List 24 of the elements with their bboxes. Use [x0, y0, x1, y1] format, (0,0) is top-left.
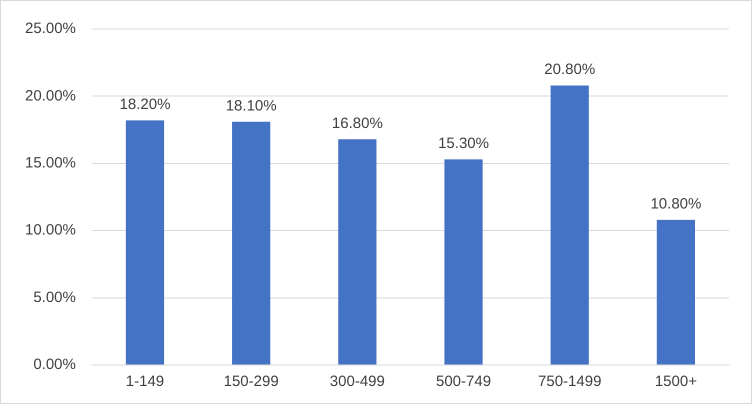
y-tick-label: 25.00% — [25, 20, 76, 38]
data-label: 18.20% — [120, 96, 170, 114]
y-tick-label: 20.00% — [25, 87, 76, 104]
x-tick-label: 1500+ — [654, 373, 698, 390]
data-label: 18.10% — [226, 97, 277, 114]
x-tick-label: 150-299 — [224, 373, 279, 390]
y-tick-label: 10.00% — [25, 222, 76, 239]
bar — [338, 139, 376, 364]
bar — [656, 220, 696, 364]
bar — [126, 120, 164, 364]
y-tick-label: 0.00% — [33, 356, 76, 374]
x-tick-label: 500-749 — [436, 373, 492, 390]
data-label: 20.80% — [544, 61, 596, 78]
data-label: 15.30% — [438, 135, 489, 152]
x-tick-label: 750-1499 — [538, 373, 602, 390]
bar — [550, 85, 589, 364]
y-tick-label: 15.00% — [25, 154, 76, 172]
x-tick-label: 1-149 — [126, 373, 164, 390]
data-label: 10.80% — [650, 195, 702, 212]
x-tick-label: 300-499 — [330, 373, 385, 390]
data-label: 16.80% — [332, 114, 383, 132]
bar — [444, 159, 483, 364]
bar — [232, 122, 270, 364]
y-tick-label: 5.00% — [33, 288, 76, 306]
